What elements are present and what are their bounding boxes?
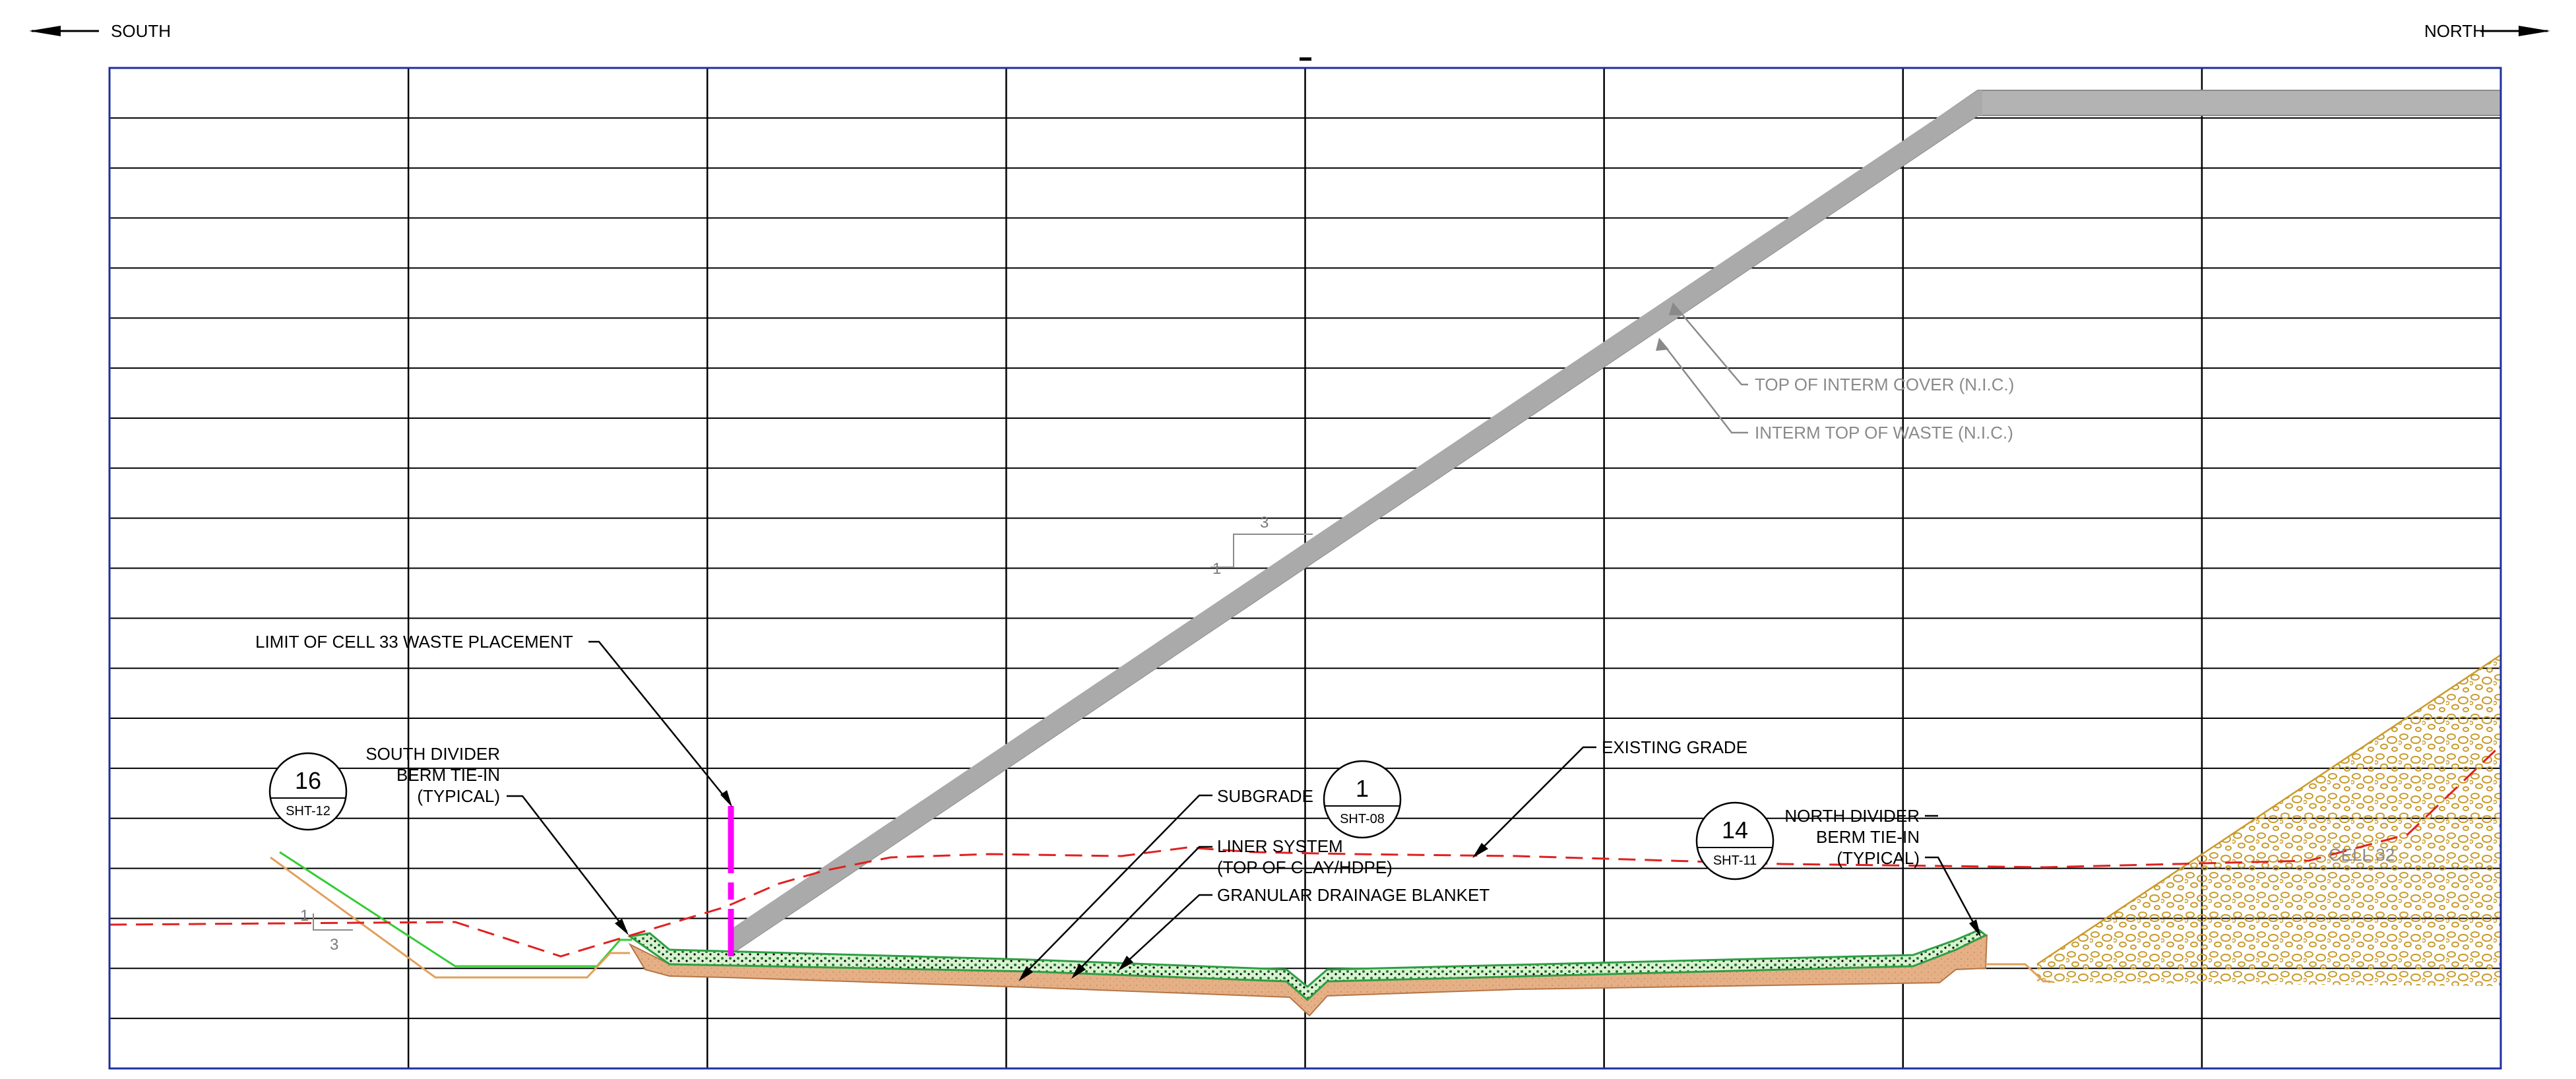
svg-text:SHT-11: SHT-11	[1713, 853, 1757, 868]
drainage-layer	[630, 930, 1986, 1000]
svg-text:NORTH: NORTH	[2424, 21, 2485, 41]
svg-text:14: 14	[1722, 817, 1748, 844]
svg-text:NORTH DIVIDER: NORTH DIVIDER	[1784, 806, 1920, 826]
slope-indicator-south: 1 3	[300, 907, 353, 954]
svg-text:SHT-12: SHT-12	[286, 804, 330, 818]
label-top-cover: TOP OF INTERM COVER (N.I.C.)	[1755, 375, 2014, 394]
waste-slope	[730, 90, 2501, 955]
svg-text:BERM TIE-IN: BERM TIE-IN	[1816, 827, 1920, 847]
svg-text:1: 1	[1356, 775, 1369, 802]
label-cell-32: CELL 32	[2329, 845, 2395, 865]
svg-text:1: 1	[300, 907, 309, 925]
center-mark	[1300, 57, 1311, 61]
label-south-berm: SOUTH DIVIDER BERM TIE-IN (TYPICAL)	[365, 744, 500, 806]
label-existing-grade: EXISTING GRADE	[1602, 737, 1747, 757]
svg-text:SOUTH: SOUTH	[111, 21, 171, 41]
svg-text:3: 3	[330, 936, 338, 954]
label-drainage: GRANULAR DRAINAGE BLANKET	[1217, 885, 1490, 905]
svg-text:SHT-08: SHT-08	[1340, 812, 1385, 826]
subgrade-layer	[630, 935, 1987, 1016]
cell-32-fill	[2037, 655, 2501, 986]
svg-text:(TOP OF CLAY/HDPE): (TOP OF CLAY/HDPE)	[1217, 857, 1393, 877]
label-limit-line: LIMIT OF CELL 33 WASTE PLACEMENT	[255, 632, 573, 652]
svg-text:(TYPICAL): (TYPICAL)	[417, 786, 500, 806]
label-north-berm: NORTH DIVIDER BERM TIE-IN (TYPICAL)	[1784, 806, 1920, 868]
svg-text:1: 1	[1212, 560, 1221, 578]
detail-bubble-14: 14 SHT-11	[1697, 803, 1773, 879]
north-direction: NORTH	[2424, 21, 2550, 41]
svg-text:BERM TIE-IN: BERM TIE-IN	[396, 765, 500, 785]
label-top-waste: INTERM TOP OF WASTE (N.I.C.)	[1755, 423, 2013, 443]
svg-text:SOUTH DIVIDER: SOUTH DIVIDER	[365, 744, 500, 764]
south-direction: SOUTH	[29, 21, 171, 41]
detail-bubble-1: 1 SHT-08	[1324, 761, 1400, 838]
svg-text:(TYPICAL): (TYPICAL)	[1837, 848, 1920, 868]
svg-text:3: 3	[1260, 514, 1269, 532]
label-subgrade: SUBGRADE	[1217, 786, 1313, 806]
svg-text:LINER SYSTEM: LINER SYSTEM	[1217, 836, 1343, 856]
svg-text:16: 16	[295, 767, 321, 794]
detail-bubble-16: 16 SHT-12	[270, 753, 346, 830]
